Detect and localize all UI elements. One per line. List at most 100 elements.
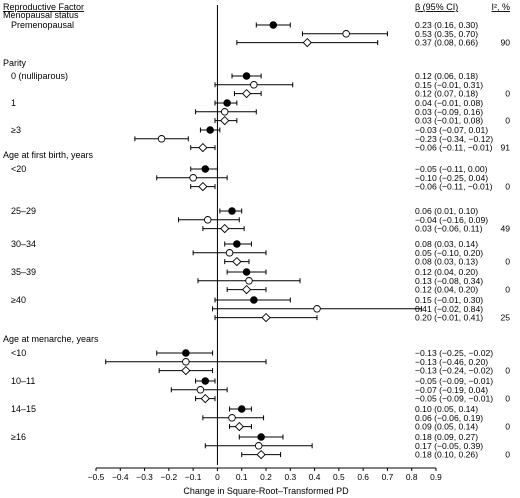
- x-tick-label: −0.3: [136, 472, 153, 482]
- i2-column: 90 0 0 91 0 49 0 0 25 0 0 0 0: [500, 38, 510, 460]
- point-estimate-open: [254, 442, 263, 450]
- ci-text: 0.03 (−0.01, 0.08): [415, 116, 483, 126]
- point-estimate-open: [189, 174, 197, 182]
- pooled-estimate-diamond: [234, 421, 244, 432]
- x-tick-label: 0.4: [309, 472, 321, 482]
- ci-text: 0.17 (−0.05, 0.39): [415, 441, 483, 451]
- pooled-estimate-diamond: [232, 256, 242, 267]
- i2-value: 0: [505, 116, 510, 126]
- ci-text: −0.23 (−0.34, −0.12): [415, 134, 493, 144]
- ci-text: −0.13 (−0.25, −0.02): [415, 348, 493, 358]
- ci-text: 0.37 (0.08, 0.66): [415, 38, 478, 48]
- ci-text: 0.15 (−0.01, 0.30): [415, 295, 483, 305]
- ci-text: 0.09 (0.05, 0.14): [415, 422, 478, 432]
- point-estimate-open: [245, 277, 253, 285]
- point-estimate-open: [157, 135, 166, 143]
- ci-text: 0.18 (0.09, 0.27): [415, 432, 478, 442]
- point-estimate-filled: [228, 207, 236, 215]
- ci-text: 0.06 (0.01, 0.10): [415, 206, 478, 216]
- point-estimate-filled: [250, 296, 258, 304]
- ci-text: 0.12 (0.07, 0.18): [415, 89, 478, 99]
- x-tick-label: 0.2: [260, 472, 272, 482]
- ci-text: −0.13 (−0.46, 0.20): [415, 357, 488, 367]
- ci-text: 0.53 (0.35, 0.70): [415, 29, 478, 39]
- x-tick-label: 0.9: [430, 472, 442, 482]
- x-tick-label: 0.8: [406, 472, 418, 482]
- section-title: Age at menarche, years: [3, 334, 99, 344]
- x-tick-label: 0.3: [284, 472, 296, 482]
- point-estimate-filled: [206, 126, 214, 134]
- pooled-estimate-diamond: [200, 393, 210, 404]
- i2-value: 0: [505, 257, 510, 267]
- point-estimate-filled: [237, 405, 246, 413]
- ci-text: 0.12 (0.04, 0.20): [415, 285, 478, 295]
- point-estimate-filled: [201, 377, 210, 385]
- x-axis: −0.5 −0.4 −0.3 −0.2 −0.1 0 0.1 0.2 0.3 0.4 0.5 0.6 0…: [88, 467, 442, 482]
- ci-text: −0.06 (−0.11, −0.01): [415, 143, 493, 153]
- ci-text: 0.18 (0.10, 0.26): [415, 450, 478, 460]
- section-title: Age at first birth, years: [3, 150, 94, 160]
- point-estimate-open: [228, 414, 236, 422]
- group-label: ≥16: [11, 432, 26, 442]
- x-tick-label: −0.2: [161, 472, 178, 482]
- section-title: Parity: [3, 58, 27, 68]
- x-tick-label: −0.4: [112, 472, 129, 482]
- plot-area: [105, 5, 422, 465]
- header-i2: I², %: [491, 2, 510, 12]
- x-tick-label: −0.5: [88, 472, 105, 482]
- ci-text: 0.13 (−0.08, 0.34): [415, 276, 483, 286]
- ci-text: −0.05 (−0.09, −0.01): [415, 394, 493, 404]
- ci-text-column: 0.23 (0.16, 0.30)0.53 (0.35, 0.70)0.37 (…: [415, 20, 493, 460]
- x-tick-label: 0.7: [382, 472, 394, 482]
- ci-text: 0.03 (−0.09, 0.16): [415, 107, 483, 117]
- point-estimate-open: [313, 305, 321, 313]
- header-reproductive-factor: Reproductive Factor: [3, 2, 84, 12]
- group-label: 35–39: [11, 267, 36, 277]
- group-label: <10: [11, 348, 26, 358]
- group-label: ≥40: [11, 295, 26, 305]
- ci-text: 0.08 (0.03, 0.13): [415, 257, 478, 267]
- point-estimate-open: [220, 108, 229, 116]
- pooled-estimate-diamond: [198, 181, 208, 192]
- point-estimate-filled: [242, 72, 251, 80]
- x-tick-label: −0.1: [185, 472, 202, 482]
- pooled-estimate-diamond: [220, 223, 230, 234]
- point-estimate-filled: [233, 240, 241, 248]
- x-tick-label: 0: [215, 472, 220, 482]
- ci-text: 0.15 (−0.01, 0.31): [415, 80, 483, 90]
- point-estimate-open: [342, 30, 350, 38]
- column-headers: Reproductive Factor β (95% CI) I², %: [3, 2, 510, 12]
- ci-text: −0.03 (−0.07, 0.01): [415, 125, 488, 135]
- i2-value: 0: [505, 394, 510, 404]
- i2-value: 0: [505, 182, 510, 192]
- pooled-estimate-diamond: [220, 115, 230, 126]
- pooled-estimate-diamond: [261, 312, 271, 323]
- i2-value: 49: [500, 224, 510, 234]
- point-estimate-filled: [223, 99, 231, 107]
- point-estimate-filled: [269, 21, 278, 29]
- group-label: 25–29: [11, 206, 36, 216]
- x-axis-label: Change in Square-Root–Transformed PD: [183, 486, 349, 496]
- i2-value: 25: [500, 313, 510, 323]
- ci-text: 0.04 (−0.01, 0.08): [415, 98, 483, 108]
- ci-text: −0.07 (−0.19, 0.04): [415, 385, 488, 395]
- i2-value: 0: [505, 285, 510, 295]
- point-estimate-open: [250, 81, 258, 89]
- point-estimate-filled: [257, 433, 265, 441]
- group-label: 10–11: [11, 376, 35, 386]
- point-estimate-open: [182, 358, 190, 366]
- x-tick-label: 0.5: [333, 472, 345, 482]
- pooled-estimate-diamond: [241, 88, 252, 99]
- point-estimate-open: [203, 216, 212, 224]
- ci-text: 0.12 (0.06, 0.18): [415, 71, 478, 81]
- group-label: ≥3: [11, 125, 21, 135]
- group-label: 0 (nulliparous): [11, 71, 68, 81]
- ci-text: 0.23 (0.16, 0.30): [415, 20, 478, 30]
- ci-text: −0.10 (−0.25, 0.04): [415, 173, 488, 183]
- i2-value: 90: [500, 38, 510, 48]
- pooled-estimate-diamond: [256, 449, 266, 460]
- ci-text: 0.06 (−0.06, 0.19): [415, 413, 483, 423]
- group-label: 1: [11, 98, 16, 108]
